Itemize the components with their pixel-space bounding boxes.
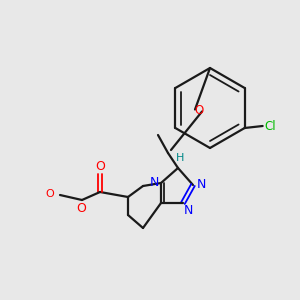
Text: Cl: Cl [265, 119, 277, 133]
Text: N: N [196, 178, 206, 190]
Text: O: O [46, 189, 54, 199]
Text: O: O [194, 104, 204, 117]
Text: N: N [183, 203, 193, 217]
Text: H: H [176, 153, 184, 163]
Text: O: O [76, 202, 86, 214]
Text: N: N [149, 176, 159, 190]
Text: O: O [95, 160, 105, 173]
